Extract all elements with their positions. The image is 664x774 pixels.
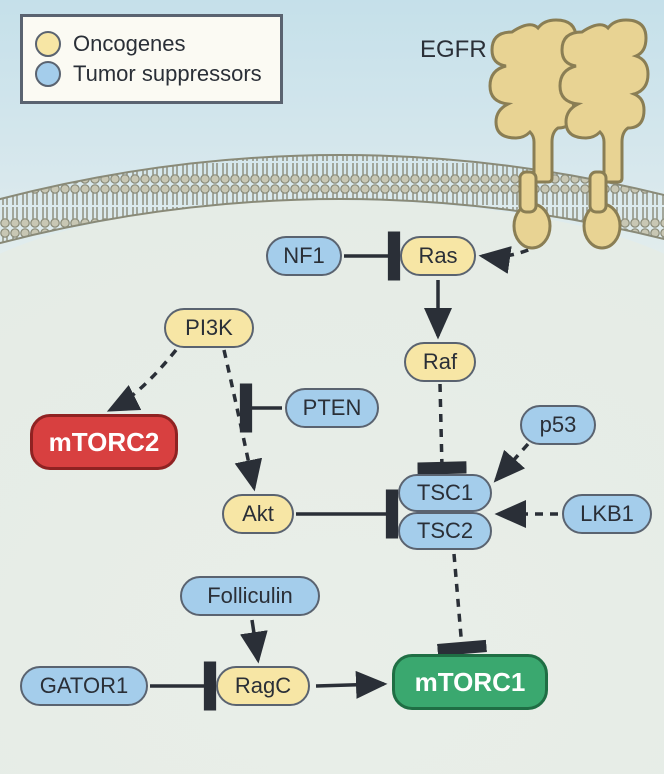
node-label-lkb1: LKB1 xyxy=(580,501,634,527)
node-label-nf1: NF1 xyxy=(283,243,325,269)
node-label-pi3k: PI3K xyxy=(185,315,233,341)
node-label-p53: p53 xyxy=(540,412,577,438)
node-label-ras: Ras xyxy=(418,243,457,269)
node-p53: p53 xyxy=(520,405,596,445)
node-pi3k: PI3K xyxy=(164,308,254,348)
node-label-tsc2: TSC2 xyxy=(417,518,473,544)
node-tsc2: TSC2 xyxy=(398,512,492,550)
node-label-tsc1: TSC1 xyxy=(417,480,473,506)
egfr-label: EGFR xyxy=(420,36,487,64)
node-akt: Akt xyxy=(222,494,294,534)
legend-row-oncogene: Oncogenes xyxy=(35,31,262,57)
node-label-gator1: GATOR1 xyxy=(40,673,128,699)
node-ragc: RagC xyxy=(216,666,310,706)
node-tsc1: TSC1 xyxy=(398,474,492,512)
node-ras: Ras xyxy=(400,236,476,276)
node-lkb1: LKB1 xyxy=(562,494,652,534)
node-gator1: GATOR1 xyxy=(20,666,148,706)
node-label-mtorc1: mTORC1 xyxy=(415,667,526,698)
legend-label-suppressor: Tumor suppressors xyxy=(73,61,262,87)
node-raf: Raf xyxy=(404,342,476,382)
node-label-pten: PTEN xyxy=(303,395,362,421)
egfr-receptor-icon xyxy=(480,12,650,262)
legend-box: Oncogenes Tumor suppressors xyxy=(20,14,283,104)
legend-label-oncogene: Oncogenes xyxy=(73,31,186,57)
legend-swatch-suppressor xyxy=(35,61,61,87)
node-label-raf: Raf xyxy=(423,349,457,375)
node-pten: PTEN xyxy=(285,388,379,428)
node-label-mtorc2: mTORC2 xyxy=(49,427,160,458)
node-label-folliculin: Folliculin xyxy=(207,583,293,609)
node-label-akt: Akt xyxy=(242,501,274,527)
legend-swatch-oncogene xyxy=(35,31,61,57)
node-label-ragc: RagC xyxy=(235,673,291,699)
legend-row-suppressor: Tumor suppressors xyxy=(35,61,262,87)
node-nf1: NF1 xyxy=(266,236,342,276)
node-folliculin: Folliculin xyxy=(180,576,320,616)
node-mtorc1: mTORC1 xyxy=(392,654,548,710)
node-mtorc2: mTORC2 xyxy=(30,414,178,470)
